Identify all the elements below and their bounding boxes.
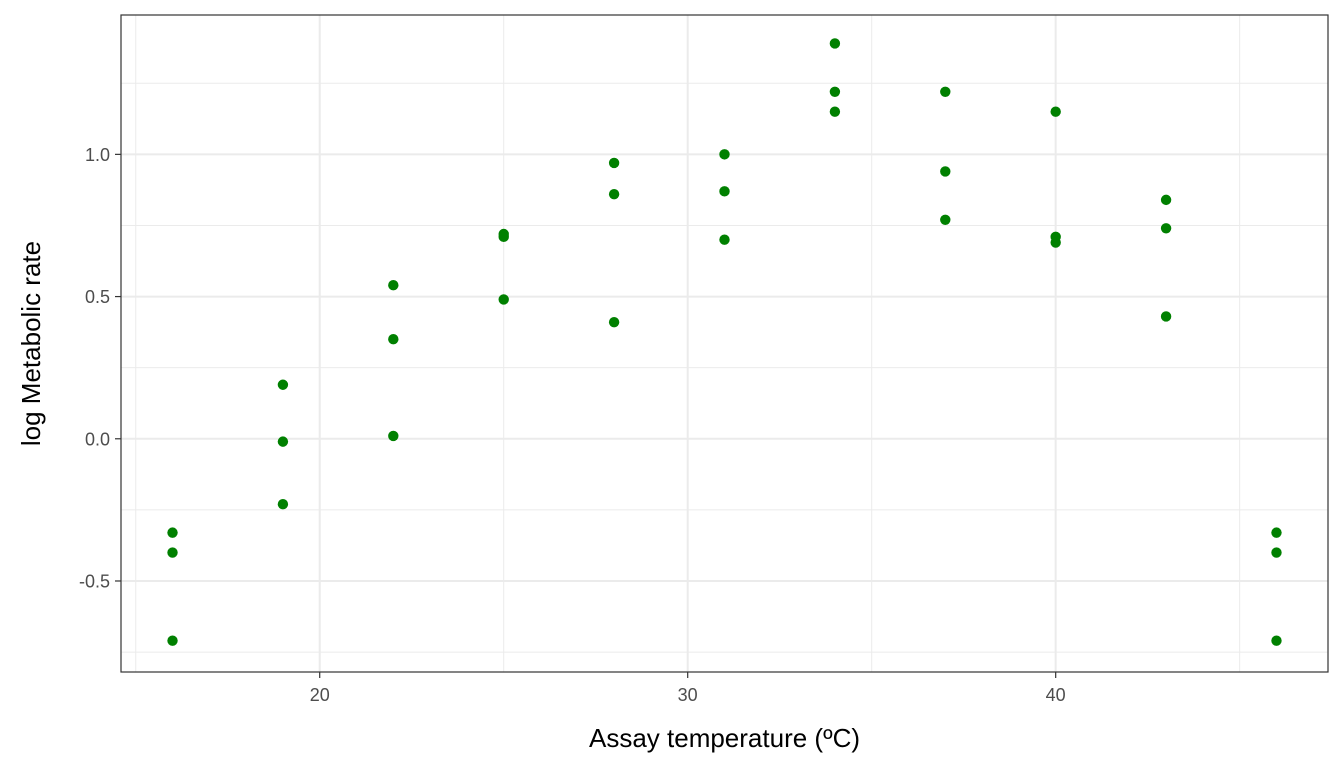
data-point: [940, 86, 951, 97]
y-tick-label: 0.5: [85, 287, 110, 307]
data-point: [608, 316, 620, 328]
data-point: [167, 527, 178, 538]
data-point: [1271, 547, 1282, 558]
panel-border: [120, 14, 1329, 673]
data-point: [940, 166, 951, 177]
data-point: [608, 157, 620, 169]
data-point: [1271, 635, 1282, 646]
data-point: [1160, 194, 1172, 206]
data-point: [277, 498, 289, 510]
x-tick-label: 30: [678, 685, 698, 705]
data-point: [498, 231, 509, 243]
data-point: [829, 86, 841, 97]
data-point: [167, 547, 178, 558]
y-tick-label: 1.0: [85, 145, 110, 165]
data-point: [167, 635, 178, 646]
data-point: [388, 430, 399, 442]
data-point: [1050, 106, 1061, 117]
data-point: [829, 106, 841, 117]
data-point: [1271, 527, 1282, 538]
data-point: [277, 436, 289, 447]
data-point: [829, 38, 841, 49]
y-tick-label: 0.0: [85, 429, 110, 449]
x-tick-label: 20: [310, 685, 330, 705]
data-point: [1160, 223, 1172, 234]
data-point: [498, 294, 509, 305]
y-axis: -0.5 0.0 0.5 1.0: [79, 145, 121, 591]
x-tick-label: 40: [1046, 685, 1066, 705]
data-point: [1160, 311, 1172, 322]
y-tick-label: -0.5: [79, 571, 110, 591]
data-point: [1050, 237, 1061, 248]
minor-gridlines: [121, 15, 1328, 672]
x-axis: 20 30 40: [310, 672, 1066, 705]
data-point: [719, 149, 730, 160]
data-point: [719, 186, 730, 197]
data-point: [940, 214, 951, 225]
data-points: [167, 38, 1282, 646]
x-axis-title: Assay temperature (ºC): [589, 723, 860, 753]
data-point: [388, 279, 399, 291]
major-gridlines: [121, 15, 1328, 672]
data-point: [277, 379, 289, 390]
data-point: [388, 334, 399, 345]
data-point: [608, 188, 620, 200]
y-axis-title: log Metabolic rate: [16, 241, 46, 446]
data-point: [719, 234, 730, 245]
